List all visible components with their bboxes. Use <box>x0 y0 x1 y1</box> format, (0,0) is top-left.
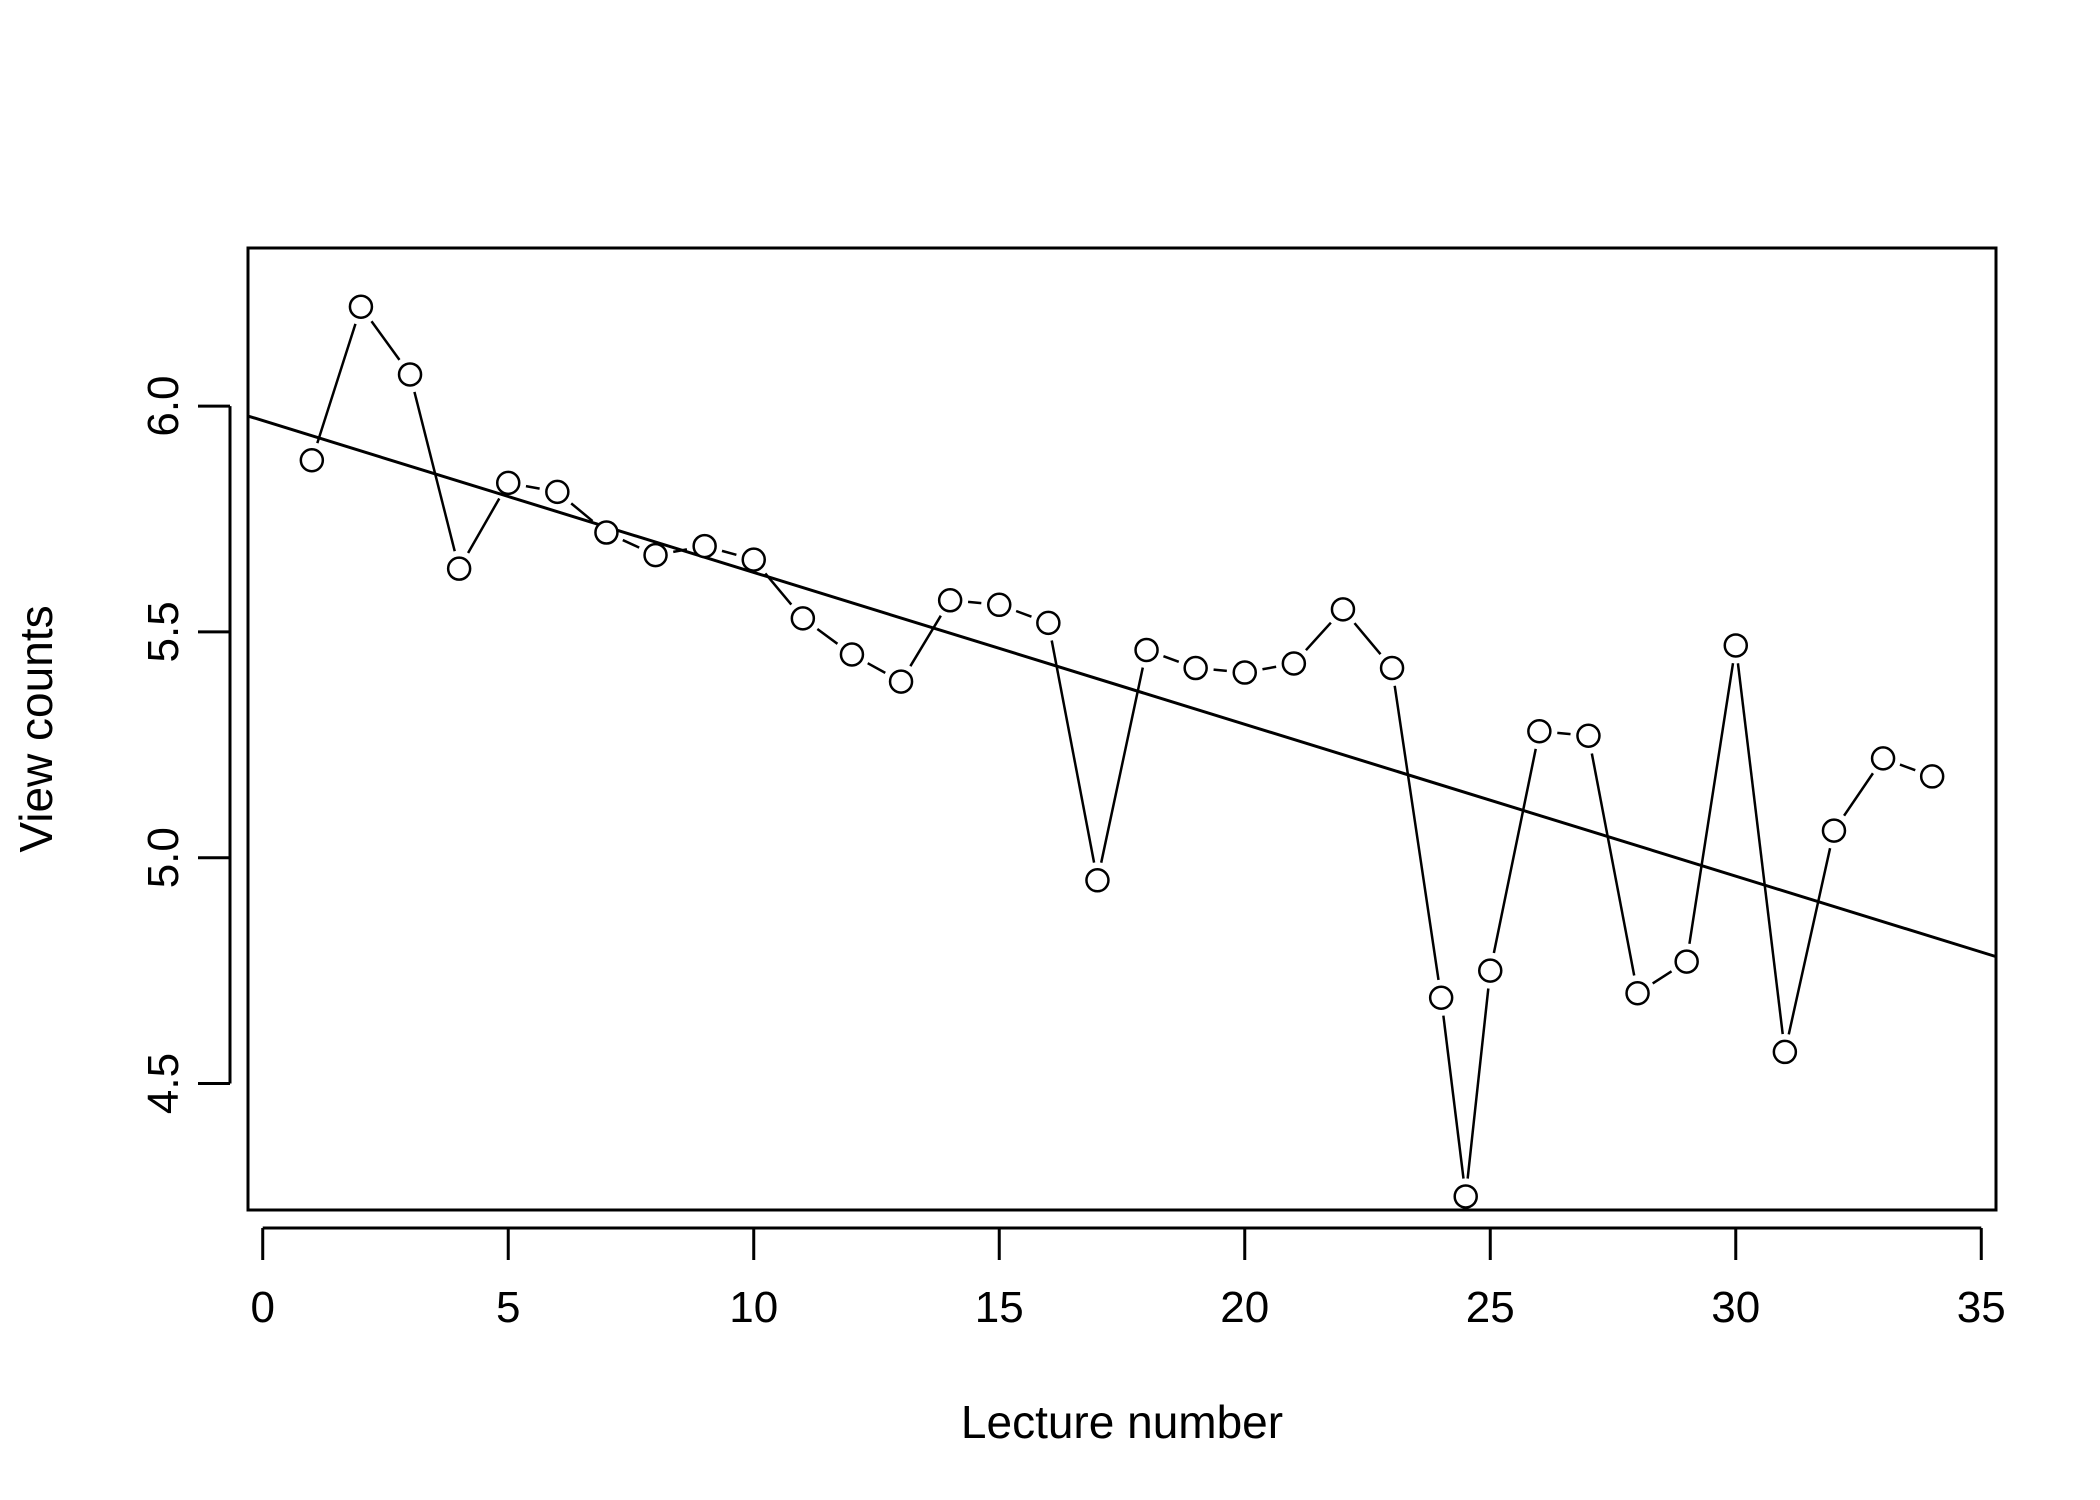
data-point <box>1379 655 1405 681</box>
y-axis: 4.5 5.0 5.5 6.0 <box>139 375 232 1114</box>
connector-segment <box>316 323 357 444</box>
connector-segment <box>525 484 540 490</box>
data-point <box>545 479 570 505</box>
connector-segment <box>867 662 886 674</box>
y-tick-label: 5.0 <box>139 827 188 888</box>
trend-line <box>247 414 1997 959</box>
connector-segment <box>1393 685 1440 981</box>
data-point <box>790 606 816 631</box>
data-point <box>643 542 668 568</box>
data-point <box>692 533 717 559</box>
data-point <box>1453 1184 1478 1209</box>
data-point <box>1772 1039 1798 1065</box>
data-points <box>299 294 1945 1209</box>
data-point <box>397 362 423 387</box>
connector-segment <box>370 320 401 361</box>
data-point <box>1723 633 1749 658</box>
x-tick-label: 10 <box>729 1283 778 1332</box>
plot-frame <box>246 246 1998 1212</box>
data-point <box>1036 610 1061 636</box>
connector-segment <box>1590 753 1636 976</box>
data-point <box>839 642 865 667</box>
data-point <box>446 556 472 581</box>
connector-segment <box>1262 665 1277 671</box>
data-point <box>1085 868 1110 893</box>
data-point <box>1330 597 1356 622</box>
connector-segment <box>1442 1015 1465 1179</box>
connector-segment <box>1466 988 1490 1179</box>
connector-segment <box>1557 731 1571 736</box>
x-axis: 0 5 10 15 20 25 30 35 <box>250 1226 2006 1332</box>
connector-segment <box>721 549 737 557</box>
connector-segment <box>1736 663 1784 1035</box>
connector-lines <box>316 320 1916 1179</box>
connector-segment <box>1353 622 1382 656</box>
data-point <box>1870 746 1896 771</box>
x-tick-label: 15 <box>975 1283 1024 1332</box>
x-tick-label: 30 <box>1711 1283 1760 1332</box>
data-point <box>1183 655 1208 681</box>
data-point <box>495 470 521 496</box>
connector-segment <box>622 538 640 549</box>
connector-segment <box>1652 970 1673 985</box>
connector-segment <box>413 391 456 552</box>
data-point <box>1232 660 1258 685</box>
connector-segment <box>816 628 839 645</box>
connector-segment <box>1099 667 1145 863</box>
connector-segment <box>1787 847 1832 1035</box>
data-point <box>1281 651 1307 676</box>
x-axis-label: Lecture number <box>961 1396 1283 1448</box>
data-point <box>594 520 619 545</box>
data-point <box>1919 764 1945 789</box>
connector-segment <box>1163 655 1180 663</box>
y-axis-label: View counts <box>10 605 62 852</box>
data-point <box>1821 818 1847 843</box>
connector-segment <box>1899 763 1916 772</box>
connector-segment <box>1688 663 1735 945</box>
connector-segment <box>1050 640 1096 863</box>
x-tick-label: 0 <box>250 1283 274 1332</box>
data-point <box>986 592 1012 618</box>
data-point <box>1478 958 1503 983</box>
data-point <box>1625 980 1650 1006</box>
data-point <box>299 448 325 473</box>
x-tick-label: 5 <box>496 1283 520 1332</box>
data-point <box>1674 949 1699 974</box>
x-tick-label: 35 <box>1957 1283 2006 1332</box>
x-tick-label: 20 <box>1220 1283 1269 1332</box>
data-point <box>741 547 766 572</box>
y-tick-label: 5.5 <box>139 601 188 662</box>
data-point <box>1576 723 1601 749</box>
connector-segment <box>466 497 501 554</box>
connector-segment <box>1843 772 1874 817</box>
connector-segment <box>1015 609 1032 618</box>
connector-segment <box>1305 621 1332 652</box>
data-point <box>888 669 914 694</box>
connector-segment <box>967 600 982 605</box>
y-tick-label: 6.0 <box>139 375 188 436</box>
x-tick-label: 25 <box>1466 1283 1515 1332</box>
data-point <box>348 294 374 319</box>
y-tick-label: 4.5 <box>139 1053 188 1114</box>
data-point <box>937 588 963 613</box>
data-point <box>1428 985 1454 1010</box>
connector-segment <box>1492 748 1537 954</box>
connector-segment <box>570 502 594 523</box>
connector-segment <box>909 615 942 667</box>
connector-segment <box>1213 668 1227 673</box>
data-point <box>1134 637 1159 663</box>
data-point <box>1527 719 1552 744</box>
